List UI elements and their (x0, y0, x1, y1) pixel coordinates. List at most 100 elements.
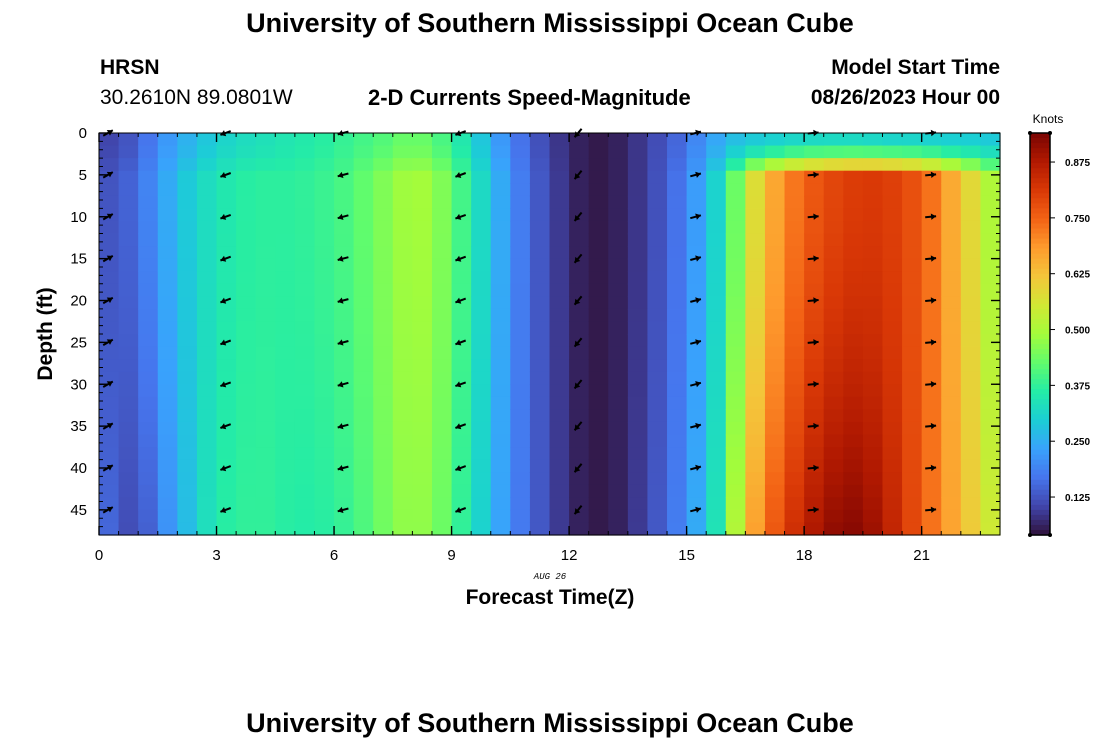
heatmap-cell (588, 158, 609, 172)
heatmap-cell (334, 522, 355, 536)
heatmap-cell (118, 258, 139, 272)
heatmap-cell (627, 296, 649, 310)
heatmap-cell (980, 497, 1001, 511)
heatmap-cell (862, 208, 884, 222)
heatmap-cell (941, 183, 962, 197)
heatmap-cell (667, 308, 688, 323)
heatmap-cell (804, 522, 825, 536)
heatmap-cell (784, 321, 805, 335)
heatmap-cell (471, 484, 492, 498)
current-arrow-head (106, 213, 113, 220)
heatmap-cell (882, 246, 903, 260)
heatmap-cell (823, 283, 844, 297)
heatmap-cell (588, 522, 609, 536)
heatmap-cell (627, 522, 649, 536)
heatmap-cell (334, 447, 355, 461)
heatmap-cell (471, 145, 492, 159)
heatmap-cell (941, 359, 962, 373)
heatmap-cell (118, 145, 139, 159)
heatmap-cell (255, 447, 276, 461)
heatmap-cell (647, 334, 668, 348)
heatmap-cell (608, 334, 629, 348)
heatmap-cell (314, 133, 335, 147)
heatmap-cell (392, 447, 413, 461)
heatmap-cell (451, 145, 472, 159)
heatmap-cell (490, 396, 511, 410)
heatmap-cell (196, 522, 218, 536)
colorbar-frame (1029, 132, 1051, 536)
heatmap-cell (764, 409, 786, 423)
heatmap-cell (823, 334, 844, 348)
heatmap-cell (157, 145, 178, 159)
heatmap-cell (177, 371, 198, 385)
heatmap-cell (392, 158, 413, 172)
heatmap-cell (784, 246, 805, 260)
heatmap-cell (823, 220, 844, 235)
heatmap-cell (627, 195, 649, 209)
heatmap-cell (471, 346, 492, 360)
heatmap-cell (882, 396, 903, 410)
heatmap-cell (843, 497, 864, 511)
heatmap-cell (686, 296, 707, 310)
heatmap-cell (667, 434, 688, 448)
heatmap-cell (314, 421, 335, 436)
heatmap-cell (118, 283, 139, 297)
heatmap-cell (353, 296, 374, 310)
heatmap-cell (588, 296, 609, 310)
heatmap-cell (353, 421, 374, 436)
heatmap-cell (823, 384, 844, 398)
heatmap-cell (843, 296, 864, 310)
heatmap-cell (862, 434, 884, 448)
heatmap-cell (196, 472, 218, 486)
heatmap-cell (451, 308, 472, 323)
current-arrow-head (574, 173, 581, 180)
colorbar-segment (1030, 318, 1050, 325)
heatmap-cell (471, 509, 492, 524)
heatmap-cell (804, 396, 825, 410)
colorbar-segment (1030, 454, 1050, 461)
heatmap-cell (706, 246, 727, 260)
heatmap-cell (627, 371, 649, 385)
heatmap-cell (804, 371, 825, 385)
heatmap-cell (627, 145, 649, 159)
heatmap-cell (334, 484, 355, 498)
heatmap-cell (667, 346, 688, 360)
heatmap-cell (960, 522, 982, 536)
heatmap-cell (412, 447, 433, 461)
heatmap-cell (902, 158, 923, 172)
heatmap-cell (138, 283, 159, 297)
heatmap-cell (412, 195, 433, 209)
colorbar-segment (1030, 198, 1050, 204)
current-arrow-head (220, 255, 227, 262)
heatmap-cell (647, 271, 668, 285)
heatmap-cell (667, 447, 688, 461)
heatmap-cell (647, 321, 668, 335)
heatmap-cell (902, 384, 923, 398)
heatmap-cell (471, 447, 492, 461)
x-axis-label: Forecast Time(Z) (466, 586, 635, 609)
heatmap-cell (412, 133, 433, 147)
heatmap-cell (157, 246, 178, 260)
heatmap-cell (647, 246, 668, 260)
heatmap-cell (667, 133, 688, 147)
current-arrow-head (813, 506, 819, 513)
heatmap-cell (138, 371, 159, 385)
heatmap-cell (823, 145, 844, 159)
heatmap-cell (490, 258, 511, 272)
heatmap-cell (275, 384, 296, 398)
heatmap-cell (431, 484, 453, 498)
heatmap-cell (627, 183, 649, 197)
colorbar-segment (1030, 208, 1050, 215)
heatmap-cell (843, 384, 864, 398)
heatmap-cell (764, 258, 786, 272)
current-arrow-head (106, 130, 113, 136)
heatmap-cell (157, 459, 178, 473)
heatmap-cell (882, 371, 903, 385)
heatmap-cell (569, 145, 590, 159)
current-arrow-head (930, 464, 937, 472)
heatmap-cell (490, 459, 511, 473)
heatmap-cell (451, 346, 472, 360)
heatmap-cell (588, 346, 609, 360)
heatmap-cell (334, 421, 355, 436)
heatmap-cell (588, 308, 609, 323)
